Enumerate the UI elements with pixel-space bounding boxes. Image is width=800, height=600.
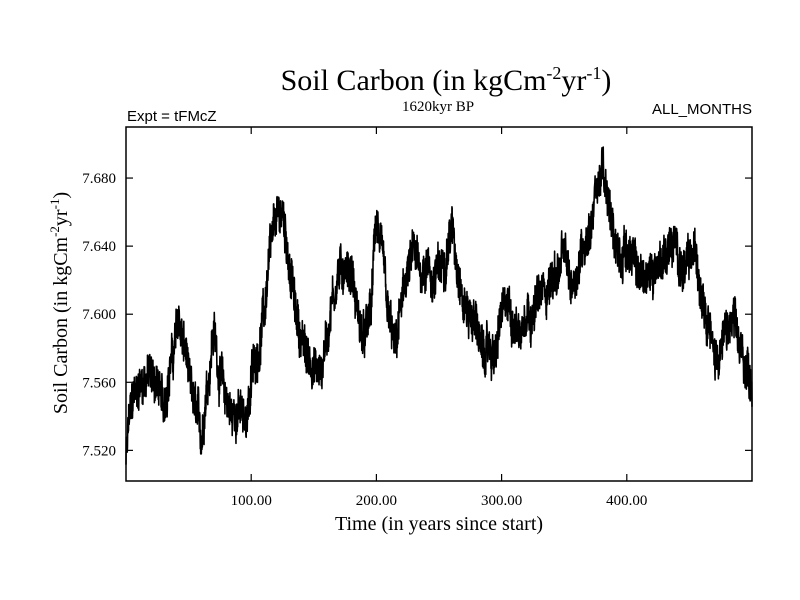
series-line-soil-carbon (125, 146, 753, 465)
plot-frame (125, 126, 753, 482)
subtitle-months: ALL_MONTHS (652, 101, 752, 118)
chart-title: Soil Carbon (in kgCm-2yr-1) (281, 63, 612, 97)
x-tick-label: 400.00 (606, 493, 647, 509)
x-tick-label: 100.00 (231, 493, 272, 509)
series-group (125, 146, 753, 465)
y-tick-label: 7.520 (82, 443, 116, 459)
x-tick-label: 300.00 (481, 493, 522, 509)
x-axis-label: Time (in years since start) (335, 513, 543, 535)
x-axis-ticks: 100.00 200.00 300.00 400.00 (231, 127, 647, 509)
y-tick-label: 7.600 (82, 307, 116, 323)
y-axis-label: Soil Carbon (in kgCm-2yr-1) (47, 192, 72, 414)
x-tick-label: 200.00 (356, 493, 397, 509)
subtitle-period: 1620kyr BP (402, 99, 474, 115)
y-tick-label: 7.560 (82, 375, 116, 391)
y-axis-ticks: 7.520 7.560 7.600 7.640 7.680 (82, 171, 752, 459)
y-tick-label: 7.680 (82, 171, 116, 187)
y-tick-label: 7.640 (82, 239, 116, 255)
subtitle-experiment: Expt = tFMcZ (127, 108, 217, 125)
